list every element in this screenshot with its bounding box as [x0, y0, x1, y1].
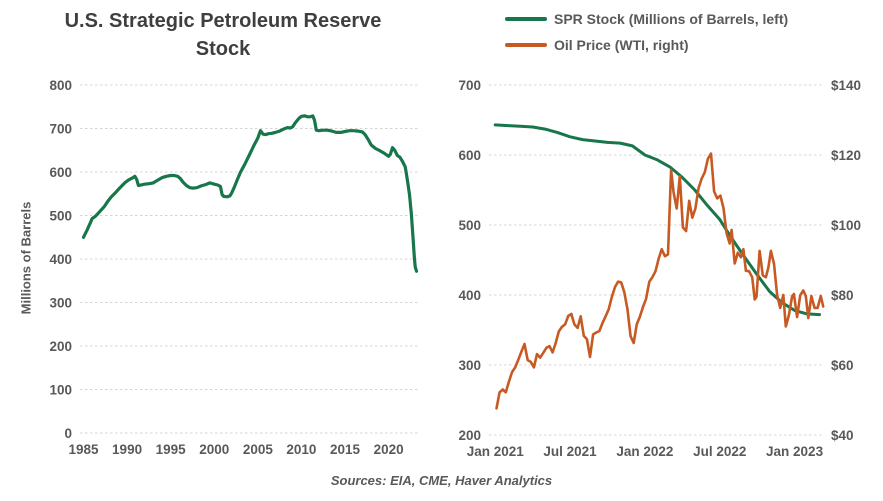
svg-text:2005: 2005	[243, 442, 274, 457]
svg-text:800: 800	[49, 78, 72, 93]
svg-text:500: 500	[49, 209, 72, 224]
sources-note: Sources: EIA, CME, Haver Analytics	[330, 473, 553, 488]
svg-text:600: 600	[49, 165, 72, 180]
chart-title: U.S. Strategic Petroleum Reserve Stock	[64, 10, 382, 61]
svg-text:400: 400	[458, 288, 481, 303]
svg-text:300: 300	[49, 296, 72, 311]
svg-text:Jan 2021: Jan 2021	[467, 444, 525, 459]
svg-text:Jul 2022: Jul 2022	[693, 444, 746, 459]
svg-text:Jan 2023: Jan 2023	[766, 444, 824, 459]
svg-text:$60: $60	[831, 358, 854, 373]
svg-text:1995: 1995	[156, 442, 187, 457]
svg-text:$40: $40	[831, 428, 854, 443]
spr-line-swatch	[505, 17, 547, 21]
svg-text:$120: $120	[831, 148, 861, 163]
svg-text:0: 0	[64, 426, 72, 441]
svg-text:2015: 2015	[330, 442, 361, 457]
svg-text:Jan 2022: Jan 2022	[616, 444, 673, 459]
svg-text:2000: 2000	[199, 442, 229, 457]
svg-text:100: 100	[49, 383, 72, 398]
svg-text:200: 200	[458, 428, 481, 443]
svg-text:1990: 1990	[112, 442, 142, 457]
legend-label-oil: Oil Price (WTI, right)	[554, 37, 689, 53]
svg-text:Jul 2021: Jul 2021	[543, 444, 597, 459]
svg-text:700: 700	[458, 78, 481, 93]
legend-item-oil: Oil Price (WTI, right)	[505, 37, 788, 53]
svg-text:1985: 1985	[68, 442, 99, 457]
svg-text:500: 500	[458, 218, 481, 233]
legend-item-spr: SPR Stock (Millions of Barrels, left)	[505, 11, 788, 27]
legend-label-spr: SPR Stock (Millions of Barrels, left)	[554, 11, 789, 27]
svg-text:$80: $80	[831, 288, 854, 303]
svg-text:400: 400	[49, 252, 72, 267]
svg-text:2020: 2020	[374, 442, 404, 457]
svg-text:$100: $100	[831, 218, 861, 233]
svg-text:300: 300	[458, 358, 481, 373]
oil-line-swatch	[505, 43, 547, 47]
right-chart: 700 $140 600 $120 500 $100 400 $80 300 $60 200 $40 J…	[458, 78, 861, 459]
svg-text:700: 700	[49, 122, 72, 137]
svg-text:600: 600	[458, 148, 481, 163]
svg-text:200: 200	[49, 339, 72, 354]
legend: SPR Stock (Millions of Barrels, left) Oi…	[505, 11, 788, 63]
svg-text:$140: $140	[831, 78, 861, 93]
svg-text:2010: 2010	[286, 442, 316, 457]
